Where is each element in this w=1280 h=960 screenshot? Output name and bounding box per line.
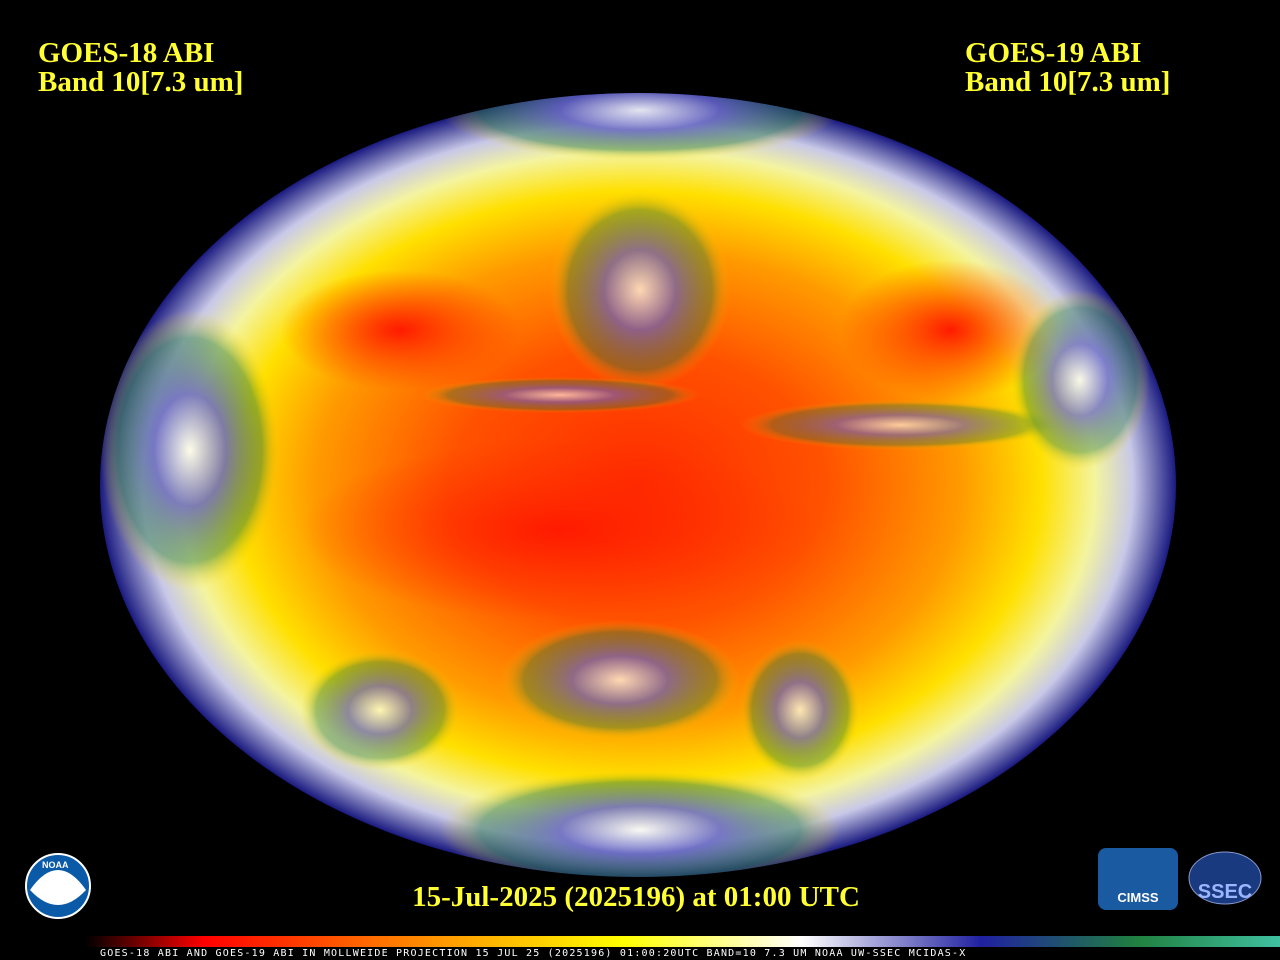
timestamp: 15-Jul-2025 (2025196) at 01:00 UTC	[412, 881, 860, 913]
color-bar	[85, 936, 1280, 947]
footer-caption: GOES-18 ABI AND GOES-19 ABI IN MOLLWEIDE…	[100, 948, 966, 959]
left-title: GOES-18 ABI	[38, 37, 214, 69]
ssec-logo: SSEC	[1188, 851, 1262, 905]
right-title: GOES-19 ABI	[965, 37, 1141, 69]
ssec-text: SSEC	[1198, 881, 1252, 903]
cimss-logo: CIMSS	[1098, 848, 1178, 910]
cloud-features	[100, 93, 1150, 877]
right-band: Band 10[7.3 um]	[965, 66, 1170, 98]
noaa-text: NOAA	[42, 860, 69, 870]
noaa-logo: NOAA	[25, 853, 91, 919]
cimss-text: CIMSS	[1117, 890, 1159, 905]
left-band: Band 10[7.3 um]	[38, 66, 243, 98]
